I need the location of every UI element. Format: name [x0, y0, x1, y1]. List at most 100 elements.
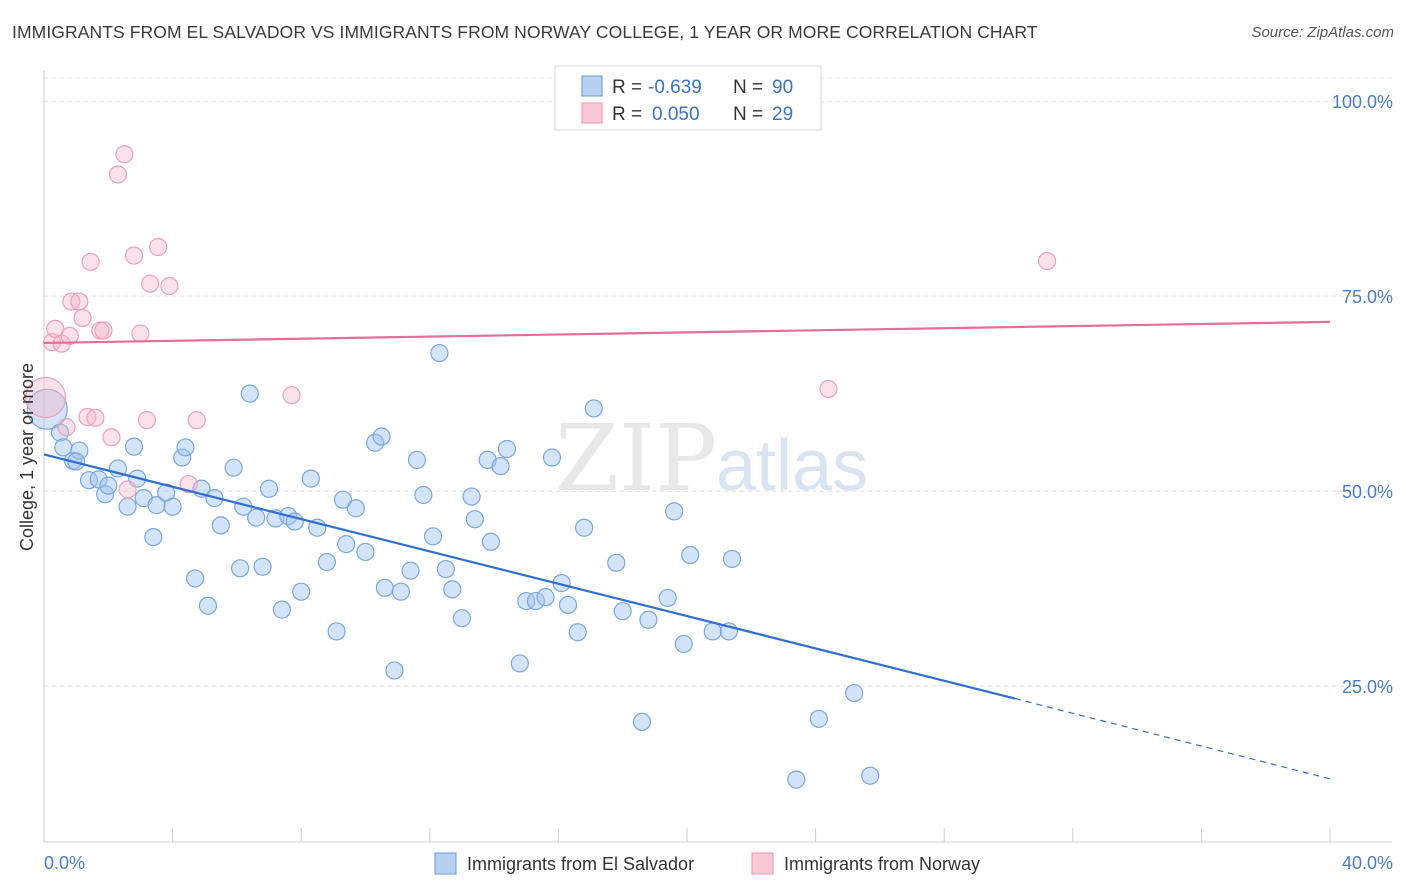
- el-salvador-point-76: [613, 602, 632, 621]
- el-salvador-point-54: [423, 527, 443, 546]
- el-salvador-point-41: [327, 622, 346, 641]
- axes: [43, 70, 1392, 843]
- legend-n-label-blue: N =: [733, 77, 763, 98]
- el-salvador-point-18: [163, 497, 182, 516]
- chart-title: IMMIGRANTS FROM EL SALVADOR VS IMMIGRANT…: [12, 22, 1038, 42]
- norway-point-16: [115, 145, 134, 164]
- el-salvador-point-4: [70, 441, 89, 460]
- el-salvador-point-20: [176, 438, 195, 457]
- norway-point-23: [160, 276, 179, 296]
- legend-n-value-pink: 29: [772, 104, 793, 125]
- el-salvador-point-38: [301, 469, 320, 488]
- el-salvador-point-40: [317, 552, 337, 572]
- el-salvador-point-11: [118, 497, 137, 516]
- el-salvador-point-34: [272, 600, 292, 619]
- el-salvador-trend-extension: [1014, 697, 1331, 780]
- el-salvador-point-59: [462, 487, 481, 506]
- el-salvador-point-71: [558, 595, 578, 615]
- el-salvador-point-69: [542, 448, 562, 467]
- el-salvador-point-67: [526, 591, 545, 611]
- norway-point-20: [137, 411, 156, 430]
- bottom-legend-swatch-blue: [434, 852, 457, 875]
- norway-point-28: [1037, 251, 1057, 271]
- el-salvador-point-75: [607, 553, 626, 572]
- norway-point-21: [140, 274, 160, 293]
- legend-box: R = -0.639 N = 90 R = 0.050 N = 29: [554, 65, 822, 131]
- el-salvador-point-47: [372, 427, 391, 446]
- bottom-legend: Immigrants from El Salvador Immigrants f…: [434, 852, 980, 875]
- trend-lines: [43, 320, 1331, 780]
- el-salvador-point-85: [722, 549, 742, 569]
- el-salvador-point-58: [452, 609, 472, 628]
- norway-point-13: [94, 321, 113, 340]
- legend-r-label-blue: R =: [612, 77, 642, 98]
- norway-point-14: [102, 428, 121, 447]
- norway-point-8: [73, 308, 92, 328]
- el-salvador-point-68: [536, 588, 555, 607]
- norway-point-4: [57, 418, 76, 437]
- series-el-salvador-points: [26, 343, 880, 789]
- grid-lines: [44, 77, 1392, 687]
- el-salvador-point-50: [391, 582, 410, 601]
- el-salvador-point-86: [787, 770, 806, 789]
- norway-point-26: [282, 386, 301, 405]
- legend-r-label-pink: R =: [612, 104, 642, 125]
- legend-n-label-pink: N =: [733, 104, 763, 125]
- el-salvador-point-57: [443, 580, 462, 599]
- el-salvador-point-51: [401, 561, 420, 580]
- y-tick-label-0: 100.0%: [1332, 92, 1393, 112]
- el-salvador-point-15: [144, 527, 163, 547]
- legend-r-value-blue: -0.639: [648, 77, 702, 98]
- x-tick-label-1: 40.0%: [1342, 853, 1393, 873]
- legend-swatch-pink: [581, 102, 603, 124]
- el-salvador-point-64: [497, 439, 517, 459]
- watermark-atlas: atlas: [716, 426, 868, 506]
- el-salvador-point-65: [510, 654, 529, 673]
- el-salvador-point-23: [198, 596, 218, 615]
- norway-point-27: [819, 379, 838, 399]
- el-salvador-point-42: [333, 490, 353, 509]
- el-salvador-point-44: [346, 499, 365, 518]
- el-salvador-point-45: [356, 542, 375, 562]
- el-salvador-point-30: [247, 508, 266, 527]
- el-salvador-point-63: [491, 457, 510, 476]
- el-salvador-point-0: [26, 388, 68, 430]
- legend-r-value-pink: 0.050: [652, 104, 700, 125]
- el-salvador-point-83: [703, 622, 722, 641]
- el-salvador-point-78: [639, 610, 658, 629]
- norway-point-22: [149, 237, 168, 257]
- el-salvador-point-49: [385, 661, 404, 680]
- tick-labels: 100.0% 75.0% 50.0% 25.0% 0.0% 40.0%: [44, 92, 1393, 873]
- el-salvador-point-60: [465, 510, 484, 529]
- y-axis-label: College, 1 year or more: [17, 363, 37, 551]
- el-salvador-point-31: [253, 557, 272, 576]
- el-salvador-point-72: [568, 623, 587, 642]
- el-salvador-point-37: [292, 582, 311, 601]
- y-tick-label-1: 75.0%: [1342, 287, 1393, 307]
- el-salvador-point-25: [211, 516, 230, 535]
- norway-point-15: [108, 165, 128, 184]
- bottom-legend-label-pink: Immigrants from Norway: [784, 854, 980, 874]
- el-salvador-point-62: [481, 532, 500, 551]
- el-salvador-point-81: [674, 634, 693, 654]
- x-tick-label-0: 0.0%: [44, 853, 85, 873]
- el-salvador-point-32: [259, 479, 279, 498]
- norway-point-19: [131, 324, 150, 343]
- el-salvador-point-88: [845, 683, 864, 703]
- el-salvador-point-79: [658, 588, 677, 608]
- norway-point-0: [25, 376, 67, 419]
- y-tick-label-2: 50.0%: [1342, 482, 1393, 502]
- el-salvador-trend-line: [43, 453, 1016, 700]
- norway-point-24: [179, 474, 198, 494]
- el-salvador-point-56: [436, 559, 455, 579]
- el-salvador-point-26: [224, 458, 243, 477]
- el-salvador-point-12: [124, 437, 144, 456]
- el-salvador-point-52: [407, 450, 427, 469]
- el-salvador-point-19: [173, 448, 192, 467]
- el-salvador-point-29: [240, 384, 259, 403]
- el-salvador-point-48: [375, 578, 394, 597]
- el-salvador-point-87: [809, 709, 828, 728]
- el-salvador-point-77: [632, 712, 652, 732]
- watermark: ZIP atlas: [555, 405, 868, 512]
